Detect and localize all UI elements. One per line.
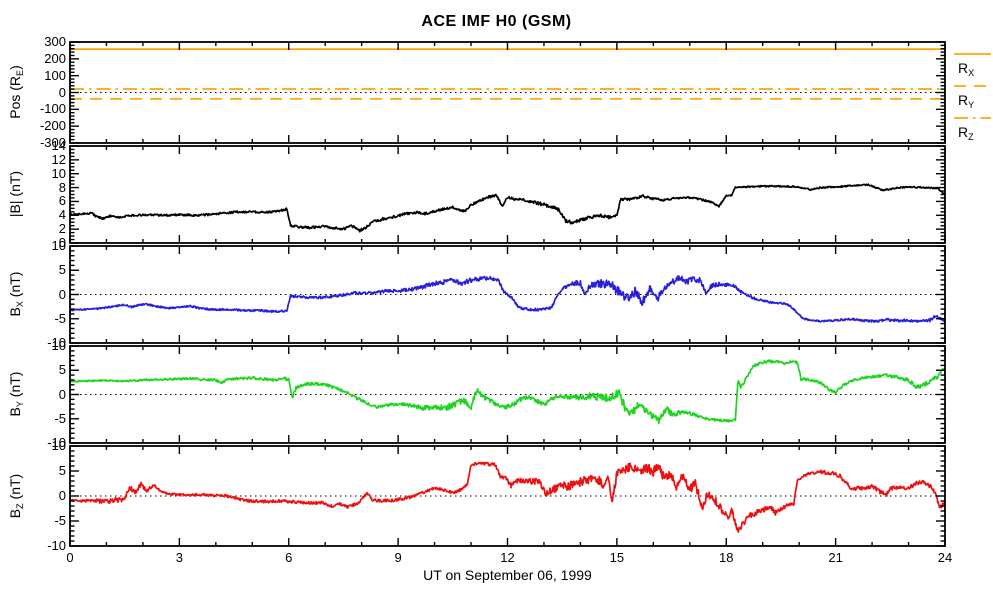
x-axis-title: UT on September 06, 1999 — [423, 567, 592, 583]
x-tick-label: 21 — [828, 550, 843, 565]
y-tick-label-by: 10 — [51, 338, 66, 353]
x-tick-label: 0 — [66, 550, 74, 565]
y-tick-label-by: -10 — [47, 435, 66, 450]
y-tick-label-position: 0 — [58, 84, 66, 100]
y-tick-label-bmag: 14 — [51, 138, 66, 153]
y-tick-label-bz: 5 — [58, 463, 66, 478]
legend-label-ry: RY — [958, 92, 975, 110]
y-tick-label-bmag: 10 — [51, 165, 66, 181]
legend-label-rx: RX — [958, 60, 975, 78]
y-tick-label-by: 0 — [58, 386, 66, 402]
y-tick-label-position: 300 — [44, 34, 66, 49]
y-tick-label-by: 5 — [58, 362, 66, 378]
y-tick-label-bz: 0 — [58, 488, 66, 503]
y-tick-label-position: -300 — [39, 135, 66, 150]
y-tick-label-bx: -5 — [54, 310, 66, 326]
y-tick-label-bx: 0 — [58, 286, 66, 302]
y-tick-label-position: -200 — [39, 118, 66, 134]
x-tick-label: 12 — [500, 550, 515, 565]
y-tick-label-bmag: 8 — [58, 179, 66, 195]
y-tick-label-position: 100 — [44, 67, 66, 83]
x-tick-label: 24 — [937, 550, 953, 565]
bmag-trace-b — [70, 183, 945, 233]
y-tick-label-bmag: 0 — [58, 235, 66, 250]
y-tick-label-bz: -10 — [47, 538, 66, 553]
y-tick-label-bx: 10 — [51, 238, 66, 253]
x-tick-label: 15 — [609, 550, 625, 565]
x-tick-label: 9 — [394, 550, 402, 565]
x-tick-label: 6 — [285, 550, 293, 565]
y-tick-label-bmag: 4 — [58, 207, 66, 223]
by-trace-by — [70, 359, 945, 425]
y-tick-label-bmag: 2 — [58, 221, 66, 237]
bx-trace-bx — [70, 275, 945, 324]
y-tick-label-bx: -10 — [47, 335, 66, 350]
legend-label-rz: RZ — [958, 124, 974, 142]
bz-trace-bz — [70, 461, 945, 534]
y-tick-label-bx: 5 — [58, 262, 66, 278]
y-tick-label-bmag: 12 — [51, 151, 66, 167]
y-tick-label-position: -100 — [39, 101, 66, 117]
y-tick-label-by: -5 — [54, 410, 66, 426]
y-tick-label-bz: 10 — [51, 438, 66, 453]
x-tick-label: 3 — [175, 550, 183, 565]
y-tick-label-bz: -5 — [54, 513, 66, 528]
y-tick-label-bmag: 6 — [58, 193, 66, 209]
panel-frame-bmag — [69, 145, 946, 244]
x-tick-label: 18 — [719, 550, 734, 565]
y-tick-label-position: 200 — [44, 50, 66, 66]
chart-title: ACE IMF H0 (GSM) — [421, 13, 572, 30]
